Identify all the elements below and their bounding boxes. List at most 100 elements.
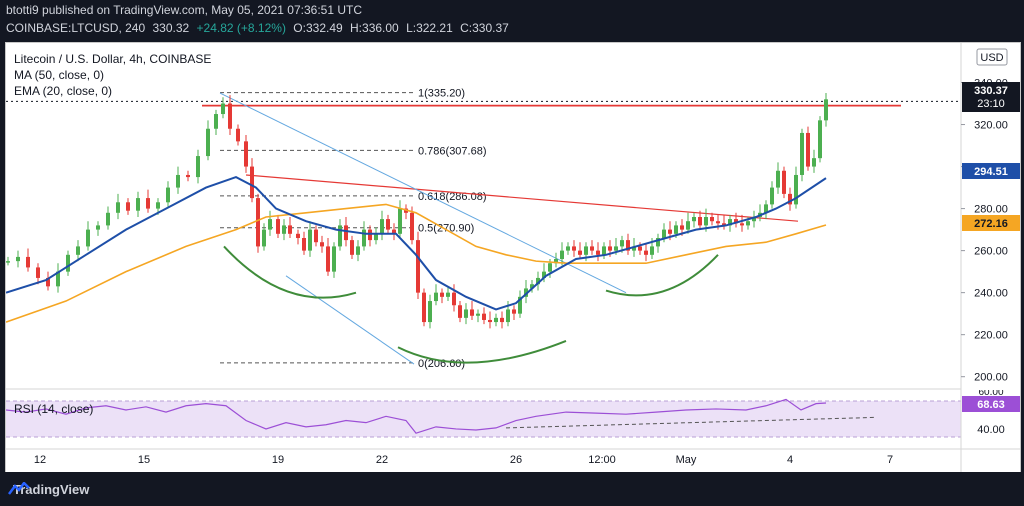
bull-candle	[632, 246, 636, 251]
bear-candle	[482, 313, 486, 320]
bull-candle	[542, 271, 546, 278]
rsi-value-label: 68.63	[977, 399, 1005, 411]
bear-candle	[470, 309, 474, 316]
fib-level-label: 0(206.60)	[418, 358, 465, 370]
bull-candle	[566, 246, 570, 251]
bear-candle	[296, 233, 300, 239]
bull-candle	[262, 229, 266, 247]
bear-candle	[716, 221, 720, 224]
price-tick-label: 320.00	[974, 120, 1008, 132]
bear-candle	[596, 250, 600, 255]
price-tick-label: 220.00	[974, 330, 1008, 342]
bear-candle	[276, 219, 280, 234]
bull-candle	[66, 254, 70, 272]
bear-candle	[36, 267, 40, 278]
fib-retracement[interactable]: 1(335.20)0.786(307.68)0.618(286.08)0.5(2…	[220, 88, 487, 370]
high-value: H:336.00	[350, 21, 399, 35]
bear-candle	[488, 319, 492, 323]
moving-averages	[6, 175, 827, 323]
last-price: 330.32	[152, 21, 190, 35]
bull-candle	[554, 259, 558, 264]
price-change: +24.82 (+8.12%)	[196, 21, 286, 35]
bull-candle	[464, 309, 468, 318]
bull-candle	[764, 204, 768, 213]
open-value: O:332.49	[293, 21, 343, 35]
tradingview-logo[interactable]: TradingView	[8, 482, 89, 497]
bear-candle	[126, 202, 130, 211]
bear-candle	[740, 223, 744, 226]
bull-candle	[824, 99, 828, 121]
bull-candle	[206, 128, 210, 157]
bear-candle	[644, 250, 648, 255]
price-tick-label: 200.00	[974, 372, 1008, 384]
bull-candle	[560, 250, 564, 260]
bull-candle	[282, 225, 286, 234]
ohlc-line: COINBASE:LTCUSD, 240 330.32 +24.82 (+8.1…	[6, 21, 513, 35]
bear-candle	[440, 292, 444, 297]
bull-candle	[494, 317, 498, 323]
bear-candle	[244, 141, 248, 167]
rsi-line	[6, 398, 827, 434]
bull-candle	[428, 301, 432, 323]
time-tick-label: 26	[510, 454, 522, 466]
bear-candle	[320, 242, 324, 247]
ema-price-label: 294.51	[974, 166, 1008, 178]
bear-candle	[350, 240, 354, 255]
bull-candle	[374, 233, 378, 241]
bull-candle	[96, 225, 100, 230]
bear-candle	[422, 292, 426, 323]
bear-candle	[608, 246, 612, 251]
price-chart[interactable]: 1(335.20)0.786(307.68)0.618(286.08)0.5(2…	[6, 43, 1020, 473]
bull-candle	[602, 246, 606, 255]
bull-candle	[221, 103, 225, 115]
bear-candle	[228, 103, 232, 129]
bear-candle	[26, 256, 30, 268]
time-tick-label: 4	[787, 454, 793, 466]
footer: TradingView	[0, 472, 1024, 506]
axes: 340.00320.00300.00280.00260.00240.00220.…	[34, 78, 1008, 466]
left-shoulder-arc	[223, 245, 357, 299]
bull-candle	[770, 187, 774, 205]
close-value: C:330.37	[460, 21, 509, 35]
bear-candle	[500, 317, 504, 323]
bull-candle	[166, 187, 170, 203]
low-value: L:322.21	[406, 21, 453, 35]
bull-candle	[338, 225, 342, 247]
bull-candle	[332, 246, 336, 272]
bull-candle	[6, 261, 10, 263]
price-tick-label: 260.00	[974, 246, 1008, 258]
bull-candle	[380, 219, 384, 234]
bull-candle	[650, 246, 654, 255]
bear-candle	[782, 170, 786, 194]
ema-price-badge	[962, 163, 1020, 179]
time-tick-label: 19	[272, 454, 284, 466]
bull-candle	[686, 221, 690, 230]
bear-candle	[698, 217, 702, 226]
bull-candle	[818, 120, 822, 159]
ma-price-badge	[962, 215, 1020, 231]
right-shoulder-arc	[605, 254, 719, 297]
currency-label: USD	[980, 52, 1003, 64]
bear-candle	[416, 240, 420, 293]
time-tick-label: 7	[887, 454, 893, 466]
bull-candle	[434, 292, 438, 302]
bear-candle	[734, 219, 738, 224]
bull-candle	[746, 221, 750, 226]
chart-panel[interactable]: 1(335.20) 0.786(307.68) 0.618(286.08) 0.5(2…	[5, 42, 1021, 474]
bear-candle	[572, 246, 576, 251]
bull-candle	[662, 229, 666, 239]
channel-upper	[219, 92, 627, 294]
bull-candle	[116, 202, 120, 213]
bull-candle	[446, 292, 450, 297]
currency-box[interactable]	[976, 48, 1008, 66]
bear-candle	[392, 229, 396, 234]
rsi-trendline	[505, 416, 877, 429]
bull-candle	[728, 219, 732, 226]
bear-candle	[146, 198, 150, 209]
bull-candle	[674, 225, 678, 234]
head-arc	[397, 340, 567, 364]
bull-candle	[530, 284, 534, 289]
bear-candle	[512, 309, 516, 314]
bear-candle	[410, 212, 414, 241]
chart-title: Litecoin / U.S. Dollar, 4h, COINBASE	[14, 52, 211, 66]
